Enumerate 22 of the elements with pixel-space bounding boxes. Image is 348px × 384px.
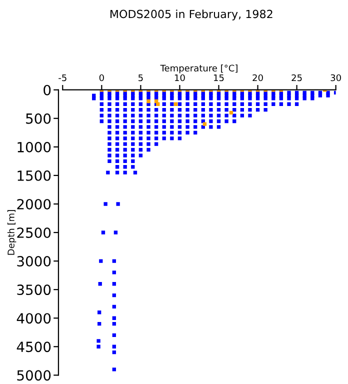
x-tick-label: 30 <box>330 74 341 82</box>
y-tick-label: 2500 <box>17 227 51 238</box>
x-tick-label: 10 <box>174 74 185 82</box>
x-tick-label: -5 <box>58 74 66 82</box>
x-tick-label: 20 <box>252 74 263 82</box>
x-tick-label: 25 <box>292 74 302 82</box>
x-tick-label: 5 <box>138 74 143 82</box>
y-tick-label: 3000 <box>17 256 51 267</box>
y-tick-label: 3500 <box>17 284 51 296</box>
y-axis-title: Depth [m] <box>7 210 16 255</box>
x-tick-label: 0 <box>99 74 104 82</box>
y-tick-label: 4500 <box>16 342 51 352</box>
y-tick-label: 500 <box>26 113 51 124</box>
y-tick-label: 4000 <box>16 313 51 324</box>
chart-title: MODS2005 in February, 1982 <box>110 10 272 20</box>
x-tick-label: 15 <box>214 74 224 82</box>
y-tick-label: 1000 <box>18 142 51 152</box>
y-tick-label: 2000 <box>17 198 51 210</box>
x-axis-title: Temperature [°C] <box>160 64 238 74</box>
y-tick-label: 5000 <box>17 370 51 381</box>
y-tick-label: 0 <box>44 84 51 96</box>
y-tick-label: 1500 <box>18 170 51 181</box>
